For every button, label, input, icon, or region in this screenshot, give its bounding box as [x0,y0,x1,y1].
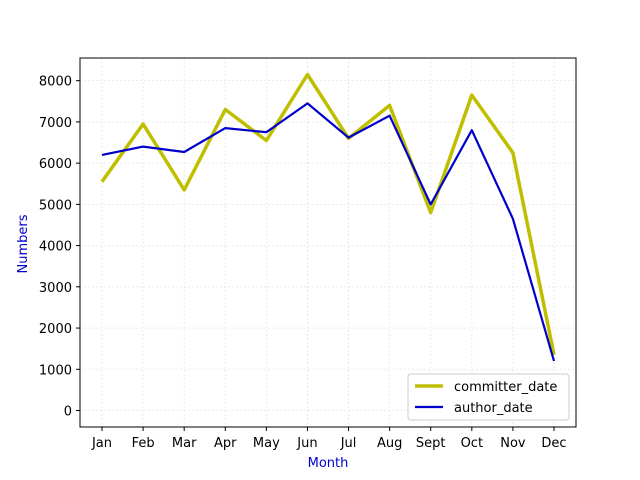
x-tick-label: Apr [214,436,237,451]
x-tick-label: Jul [340,436,357,451]
x-tick-label: Jun [296,436,317,451]
y-tick-label: 6000 [39,157,72,172]
y-tick-label: 1000 [39,363,72,378]
y-axis-title: Numbers [16,214,31,273]
legend-label-author-date: author_date [454,401,533,416]
y-tick-label: 8000 [39,75,72,90]
x-tick-label: Feb [132,436,155,451]
x-tick-label: Jan [91,436,112,451]
series-layer [100,72,556,362]
x-tick-label: Nov [500,436,526,451]
x-axis: Jan Feb Mar Apr May Jun Jul Aug Sept Oct Nov Dec [91,427,567,451]
series-line-committer-date [100,72,556,356]
y-tick-label: 0 [64,405,72,420]
legend-label-committer-date: committer_date [454,380,557,395]
x-tick-label: Sept [416,436,446,451]
y-tick-label: 2000 [39,322,72,337]
legend-box [407,373,570,421]
series-line-author-date [101,102,556,362]
x-tick-label: Oct [461,436,483,451]
y-tick-label: 4000 [39,240,72,255]
legend: committer_date author_date [407,373,570,421]
x-tick-label: Dec [541,436,566,451]
x-tick-label: Mar [172,436,197,451]
y-axis: 0 1000 2000 3000 4000 5000 6000 7000 8000 [39,75,80,420]
y-tick-label: 5000 [39,198,72,213]
grid [80,58,576,427]
x-tick-label: Aug [377,436,402,451]
plot-area-frame [79,57,577,428]
x-axis-title: Month [308,456,349,471]
y-tick-label: 7000 [39,116,72,131]
y-tick-label: 3000 [39,281,72,296]
x-tick-label: May [253,436,280,451]
